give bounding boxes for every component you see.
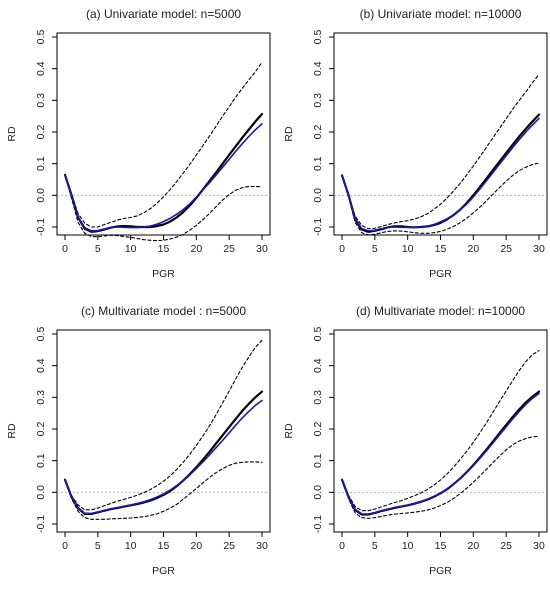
x-tick-label: 0 [62,243,68,255]
panel-2: (b) Univariate model: n=10000 0 5 10 15 20 25 3… [283,7,548,280]
y-tick-label: 0.3 [312,390,324,405]
y-tick-label: 0.1 [35,156,47,171]
y-tick-label: 0.4 [35,358,47,373]
x-tick-label: 5 [372,540,378,552]
x-tick-label: 10 [125,540,137,552]
series-line-3 [64,339,263,511]
x-tick-label: 5 [95,540,101,552]
series-line-1 [340,113,541,233]
x-tick-label: 25 [223,540,235,552]
y-axis-label: RD [283,423,295,439]
series-line-3 [64,61,263,228]
x-tick-label: 15 [158,540,170,552]
series-line-1 [63,390,264,515]
series-line-4 [341,435,540,519]
x-tick-label: 20 [467,243,479,255]
y-tick-label: 0.2 [312,125,324,140]
x-tick-label: 20 [190,540,202,552]
x-tick-label: 15 [435,243,447,255]
panel-title: (b) Univariate model: n=10000 [360,7,522,21]
x-tick-label: 0 [339,243,345,255]
x-tick-label: 30 [256,243,268,255]
series-line-3 [341,73,540,230]
y-tick-label: 0.0 [35,485,47,500]
y-tick-label: 0.0 [312,485,324,500]
panel-3: (c) Multivariate model : n=5000 0 5 10 15 20 2… [6,304,271,577]
y-tick-label: 0.3 [35,390,47,405]
series-line-2 [64,399,263,515]
x-tick-label: 20 [190,243,202,255]
x-axis-label: PGR [152,268,175,280]
y-tick-label: 0.5 [35,327,47,342]
x-tick-label: 10 [402,243,414,255]
y-axis-label: RD [283,126,295,142]
x-tick-label: 0 [339,540,345,552]
y-tick-label: 0.3 [312,93,324,108]
x-tick-label: 10 [125,243,137,255]
y-axis-label: RD [6,126,18,142]
series-line-2 [64,123,263,232]
y-tick-label: 0.2 [35,125,47,140]
y-tick-label: -0.1 [312,515,324,533]
y-tick-label: 0.5 [312,30,324,45]
plot-frame [56,32,271,236]
y-tick-label: 0.0 [312,188,324,203]
y-tick-label: 0.4 [312,61,324,76]
y-tick-label: 0.1 [312,156,324,171]
x-tick-label: 30 [533,540,545,552]
x-tick-label: 15 [158,243,170,255]
y-tick-label: 0.2 [312,422,324,437]
y-tick-label: 0.3 [35,93,47,108]
panel-title: (a) Univariate model: n=5000 [86,7,241,21]
y-tick-label: 0.4 [35,61,47,76]
x-tick-label: 25 [223,243,235,255]
y-axis-label: RD [6,423,18,439]
x-axis-label: PGR [152,565,175,577]
y-tick-label: 0.5 [35,30,47,45]
x-tick-label: 25 [500,243,512,255]
x-tick-label: 30 [256,540,268,552]
panel-title: (c) Multivariate model : n=5000 [81,304,246,318]
x-tick-label: 0 [62,540,68,552]
y-tick-label: -0.1 [312,218,324,236]
y-tick-label: -0.1 [35,218,47,236]
x-axis-label: PGR [429,268,452,280]
panel-4: (d) Multivariate model: n=10000 0 5 10 15 20 2… [283,304,548,577]
y-tick-label: 0.0 [35,188,47,203]
y-tick-label: 0.1 [35,453,47,468]
series-line-4 [64,461,263,520]
series-line-3 [341,349,540,512]
x-tick-label: 5 [372,243,378,255]
plot-frame [56,329,271,533]
x-tick-label: 25 [500,540,512,552]
series-line-4 [341,162,540,236]
y-tick-label: 0.1 [312,453,324,468]
y-tick-label: -0.1 [35,515,47,533]
series-line-2 [341,392,540,515]
x-tick-label: 10 [402,540,414,552]
series-line-2 [341,117,540,232]
y-tick-label: 0.4 [312,358,324,373]
series-line-1 [340,390,541,516]
x-tick-label: 20 [467,540,479,552]
x-tick-label: 15 [435,540,447,552]
series-line-1 [63,112,264,233]
x-tick-label: 5 [95,243,101,255]
panel-title: (d) Multivariate model: n=10000 [356,304,525,318]
y-tick-label: 0.5 [312,327,324,342]
panel-1: (a) Univariate model: n=5000 0 5 10 15 20 25 30… [6,7,271,280]
x-tick-label: 30 [533,243,545,255]
x-axis-label: PGR [429,565,452,577]
y-tick-label: 0.2 [35,422,47,437]
plot-frame [333,329,548,533]
